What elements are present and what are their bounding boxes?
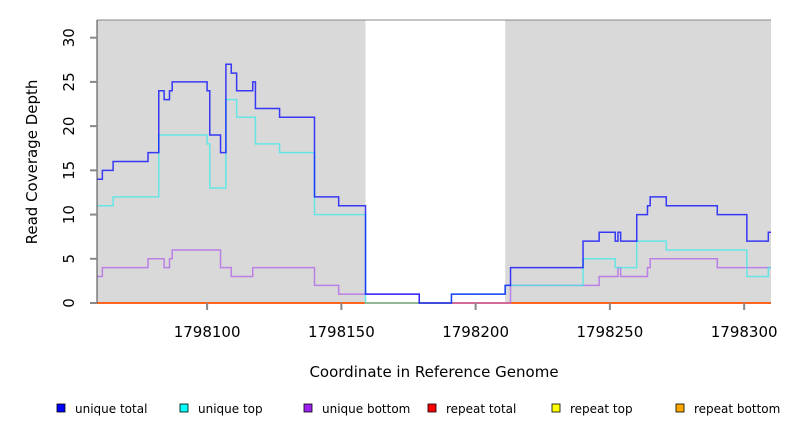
y-tick-label: 25 (60, 72, 78, 91)
series-line-unique-bottom (97, 249, 771, 304)
legend-label: unique total (75, 402, 147, 416)
legend-swatch-unique-bottom (303, 403, 313, 413)
y-tick-label: 0 (60, 298, 78, 308)
y-tick-label: 20 (60, 117, 78, 136)
x-axis-title: Coordinate in Reference Genome (309, 363, 558, 381)
shaded-regions (97, 20, 771, 303)
legend-label: repeat bottom (694, 402, 780, 416)
x-tick-label: 1798300 (711, 323, 778, 341)
x-tick-label: 1798150 (308, 323, 375, 341)
x-axis: 1798100 1798150 1798200 1798250 1798300 (174, 303, 778, 341)
legend-swatch-unique-top (179, 403, 189, 413)
x-tick-label: 1798100 (174, 323, 241, 341)
plot-frame (96, 19, 771, 303)
y-axis-title: Read Coverage Depth (23, 80, 41, 245)
y-tick-label: 30 (60, 28, 78, 47)
y-tick-label: 10 (60, 205, 78, 224)
shaded-region (505, 20, 771, 303)
legend-swatch-unique-total (56, 403, 66, 413)
x-tick-label: 1798200 (442, 323, 509, 341)
legend-swatch-repeat-total (427, 403, 437, 413)
legend-label: repeat top (570, 402, 633, 416)
y-axis: 0 5 10 15 20 25 30 (60, 28, 97, 308)
legend-label: unique bottom (322, 402, 410, 416)
legend-swatch-repeat-bottom (675, 403, 685, 413)
x-tick-label: 1798250 (576, 323, 643, 341)
legend-label: repeat total (446, 402, 516, 416)
y-tick-label: 15 (60, 161, 78, 180)
legend-label: unique top (198, 402, 263, 416)
series-lines (97, 63, 771, 304)
series-line-unique-total (97, 63, 771, 304)
legend: unique total unique top unique bottom repea… (56, 402, 780, 416)
series-line-unique-top (97, 98, 771, 304)
y-tick-label: 5 (60, 254, 78, 264)
legend-swatch-repeat-top (551, 403, 561, 413)
